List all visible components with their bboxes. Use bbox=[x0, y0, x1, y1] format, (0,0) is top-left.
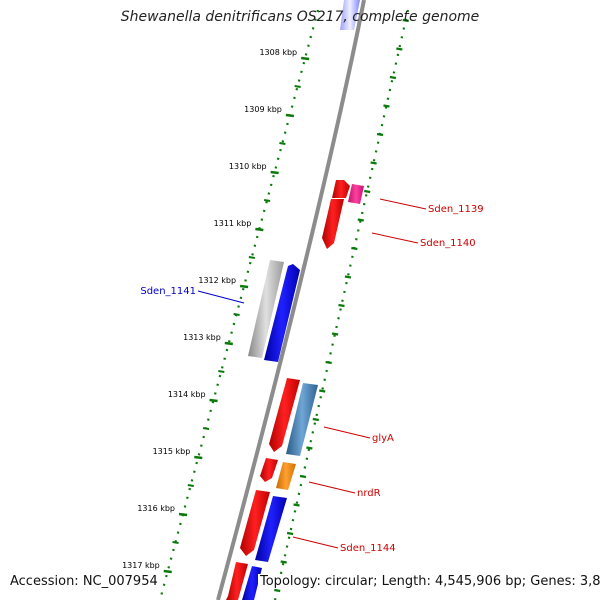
tick-mark-left bbox=[194, 455, 203, 460]
tick-mark-right bbox=[331, 332, 339, 336]
tick-mark-left bbox=[239, 284, 249, 289]
callout-line-nrdr bbox=[308, 481, 356, 494]
tick-label: 1317 kbp bbox=[122, 561, 160, 570]
gene-nrdr-orange bbox=[276, 462, 296, 490]
tick-mark-left bbox=[270, 170, 279, 175]
tick-mark-left bbox=[178, 512, 188, 517]
gene-label-sden-1140[interactable]: Sden_1140 bbox=[420, 238, 476, 249]
tick-mark-right bbox=[370, 161, 377, 165]
callout-line-sden-1144 bbox=[292, 536, 339, 549]
tick-mark-left-minor bbox=[263, 199, 271, 202]
tick-mark-right bbox=[299, 474, 307, 479]
gene-red-bottom bbox=[226, 562, 248, 600]
tick-label: 1308 kbp bbox=[259, 48, 297, 57]
tick-mark-right bbox=[319, 389, 326, 393]
tick-mark-right bbox=[402, 18, 409, 23]
tick-mark-right bbox=[306, 446, 313, 450]
tick-mark-left-minor bbox=[202, 427, 210, 430]
gene-red-small bbox=[260, 458, 278, 482]
tick-mark-left bbox=[163, 569, 172, 574]
tick-mark-left-minor bbox=[248, 256, 256, 259]
gene-sden-1139-magenta bbox=[348, 184, 364, 204]
tick-mark-left-minor bbox=[279, 142, 286, 145]
accession-text: Accession: NC_007954 bbox=[8, 574, 160, 589]
tick-label: 1310 kbp bbox=[229, 162, 267, 171]
tick-mark-left-minor bbox=[294, 85, 301, 88]
gene-sden-1139-red bbox=[332, 180, 350, 198]
tick-mark-right bbox=[364, 189, 371, 194]
gene-label-glya[interactable]: glyA bbox=[372, 433, 394, 444]
gene-glya-red bbox=[269, 378, 300, 452]
tick-label: 1309 kbp bbox=[244, 105, 282, 114]
gene-sden-1141-blue bbox=[264, 264, 300, 362]
callout-line-sden-1141 bbox=[197, 290, 245, 304]
tick-mark-right bbox=[325, 360, 332, 365]
right-ruler-line bbox=[273, 9, 410, 600]
callout-line-glya bbox=[323, 426, 371, 439]
gene-label-nrdr[interactable]: nrdR bbox=[357, 488, 381, 499]
tick-label: 1313 kbp bbox=[183, 333, 221, 342]
gene-label-sden-1141[interactable]: Sden_1141 bbox=[140, 286, 196, 297]
footer-bar: Accession: NC_007954 Topology: circular;… bbox=[0, 572, 600, 600]
tick-mark-right bbox=[312, 417, 319, 422]
gene-sden-1141-grey bbox=[248, 260, 284, 358]
topology-text: Topology: circular; Length: 4,545,906 bp… bbox=[258, 574, 600, 589]
tick-mark-left-minor bbox=[218, 370, 225, 373]
tick-mark-right bbox=[280, 560, 287, 564]
tick-mark-right bbox=[286, 531, 294, 536]
tick-mark-right bbox=[376, 132, 384, 137]
tick-mark-left bbox=[224, 341, 233, 346]
tick-mark-left bbox=[285, 113, 295, 118]
tick-mark-left-minor bbox=[172, 541, 179, 544]
tick-mark-left bbox=[209, 398, 218, 403]
tick-mark-right bbox=[383, 104, 390, 108]
tick-label: 1314 kbp bbox=[168, 390, 206, 399]
gene-label-sden-1139[interactable]: Sden_1139 bbox=[428, 204, 484, 215]
tick-mark-left-minor bbox=[233, 313, 240, 316]
tick-label: 1312 kbp bbox=[198, 276, 236, 285]
callout-line-sden-1139 bbox=[379, 198, 427, 210]
gene-blue-bottom bbox=[242, 566, 262, 600]
gene-label-sden-1144[interactable]: Sden_1144 bbox=[340, 543, 396, 554]
tick-mark-right bbox=[389, 75, 397, 80]
tick-mark-left bbox=[300, 56, 310, 61]
tick-mark-right bbox=[344, 275, 352, 279]
gene-sden-1144-blue bbox=[255, 496, 287, 562]
tick-mark-right bbox=[351, 246, 358, 251]
tick-mark-right bbox=[357, 218, 364, 222]
tick-label: 1315 kbp bbox=[153, 447, 191, 456]
tick-mark-right bbox=[274, 588, 281, 593]
genome-backbone bbox=[216, 0, 366, 600]
tick-mark-right bbox=[338, 303, 345, 308]
genome-title: Shewanella denitrificans OS217, complete… bbox=[120, 9, 480, 25]
tick-mark-left bbox=[255, 227, 264, 232]
gene-red-lower bbox=[240, 490, 270, 556]
gene-sden-1140-red bbox=[322, 199, 344, 249]
tick-mark-left-minor bbox=[187, 484, 194, 487]
callout-line-sden-1140 bbox=[371, 232, 419, 244]
tick-mark-right bbox=[396, 47, 403, 51]
tick-label: 1311 kbp bbox=[214, 219, 252, 228]
tick-mark-right bbox=[293, 503, 300, 507]
gene-glya-steelblue bbox=[286, 383, 318, 456]
tick-label: 1316 kbp bbox=[137, 504, 175, 513]
gene-top-pale-blue bbox=[340, 0, 360, 30]
